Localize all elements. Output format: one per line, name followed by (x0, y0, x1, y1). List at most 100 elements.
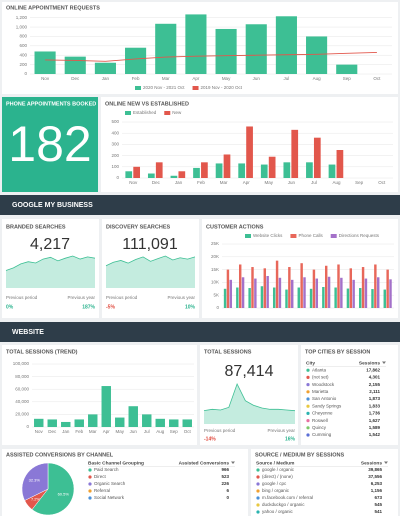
panel-title: TOTAL SESSIONS (204, 349, 252, 355)
bar (142, 414, 152, 427)
bar (155, 162, 163, 178)
bar (34, 418, 44, 427)
row-value: 39,865 (368, 467, 382, 472)
row-label: Referral (94, 488, 110, 493)
panel (102, 219, 199, 318)
bar (34, 51, 56, 74)
y-tick-label: 1,000 (16, 24, 28, 29)
y-tick-label: 200 (19, 62, 27, 67)
row-label: Woodstock (312, 382, 335, 387)
row-label: google / organic (262, 467, 295, 472)
sort-icon[interactable] (384, 461, 388, 465)
x-tick-label: Aug (333, 180, 342, 185)
bar (300, 263, 303, 308)
row-value: 17,862 (366, 367, 380, 372)
x-tick-label: Dec (48, 429, 57, 434)
panel-title: ONLINE NEW VS ESTABLISHED (105, 101, 189, 107)
x-tick-label: Feb (197, 180, 205, 185)
bar (336, 64, 358, 74)
x-tick-label: Sep (343, 76, 352, 81)
row-value: 1,833 (369, 403, 381, 408)
bar (386, 269, 389, 308)
bar (128, 406, 138, 427)
bar (61, 421, 71, 427)
legend-label: 2019 Nov - 2020 Oct (201, 85, 243, 90)
row-value: 1,589 (369, 425, 381, 430)
row-dot (306, 404, 310, 408)
bar (291, 279, 294, 308)
row-label: Paid Search (94, 467, 119, 472)
bar (337, 264, 340, 308)
bar (260, 286, 264, 308)
bar (278, 277, 282, 308)
row-value: 1,873 (369, 396, 381, 401)
bar (285, 289, 288, 308)
comparison-value: -5% (106, 304, 115, 310)
bar (324, 265, 328, 308)
panel-title: ONLINE APPOINTMENT REQUESTS (6, 5, 100, 11)
comparison-value: 16% (285, 436, 296, 442)
x-tick-label: Jan (175, 180, 183, 185)
area-fill (204, 384, 295, 424)
comparison-label: Previous year (167, 295, 195, 300)
bar (327, 276, 331, 308)
bar (254, 278, 257, 308)
y-tick-label: 20,000 (15, 412, 29, 417)
x-tick-label: Oct (373, 76, 381, 81)
bar (94, 62, 116, 74)
legend-label: Phone Calls (298, 233, 323, 238)
row-dot (88, 475, 92, 479)
bar (133, 166, 141, 178)
row-label: San Antonio (312, 396, 337, 401)
bar (312, 269, 316, 308)
y-tick-label: 10K (211, 280, 219, 285)
column-header: Sessions (359, 360, 380, 366)
column-header: Source / Medium (256, 460, 294, 466)
sort-icon[interactable] (231, 461, 235, 465)
panel-title: TOP CITIES BY SESSION (305, 349, 370, 355)
panel (301, 345, 398, 445)
bar (358, 288, 362, 308)
row-value: 523 (221, 474, 229, 479)
comparison-label: Previous period (106, 295, 138, 300)
panel-title: PHONE APPOINTMENTS BOOKED (6, 101, 96, 107)
row-label: bing / organic (262, 488, 290, 493)
legend-label: Established (133, 110, 157, 115)
row-dot (88, 482, 92, 486)
section-bar (0, 195, 400, 215)
bar (251, 267, 254, 308)
legend-swatch (135, 86, 141, 90)
column-header: Assisted Conversions (179, 460, 230, 466)
sort-icon[interactable] (382, 361, 386, 365)
x-tick-label: Dec (152, 180, 161, 185)
kpi-tile (2, 97, 98, 192)
row-label: Social Network (94, 495, 125, 500)
row-label: (not set) (312, 375, 329, 380)
row-dot (256, 468, 260, 472)
y-tick-label: 200 (111, 153, 119, 158)
x-tick-label: Apr (103, 429, 111, 434)
row-label: Direct (94, 474, 107, 479)
bar (315, 278, 319, 308)
bar (349, 268, 353, 308)
x-tick-label: Aug (313, 76, 322, 81)
row-label: Quincy (312, 425, 327, 430)
bar (215, 28, 237, 74)
kpi-value: 182 (8, 116, 91, 172)
bar (193, 167, 200, 178)
row-dot (306, 390, 310, 394)
row-value: 1,542 (369, 432, 381, 437)
bar (226, 269, 230, 308)
pie-slice (21, 462, 49, 501)
bar (340, 277, 343, 308)
row-label: Sandy Springs (312, 403, 342, 408)
bar (260, 164, 268, 178)
x-tick-label: Jul (284, 76, 290, 81)
y-tick-label: 25K (211, 241, 219, 246)
row-dot (306, 433, 310, 437)
y-tick-label: 400 (111, 130, 119, 135)
row-label: Cumming (312, 432, 332, 437)
row-value: 0 (226, 495, 229, 500)
comparison-value: 10% (185, 304, 196, 310)
bar (336, 150, 344, 178)
